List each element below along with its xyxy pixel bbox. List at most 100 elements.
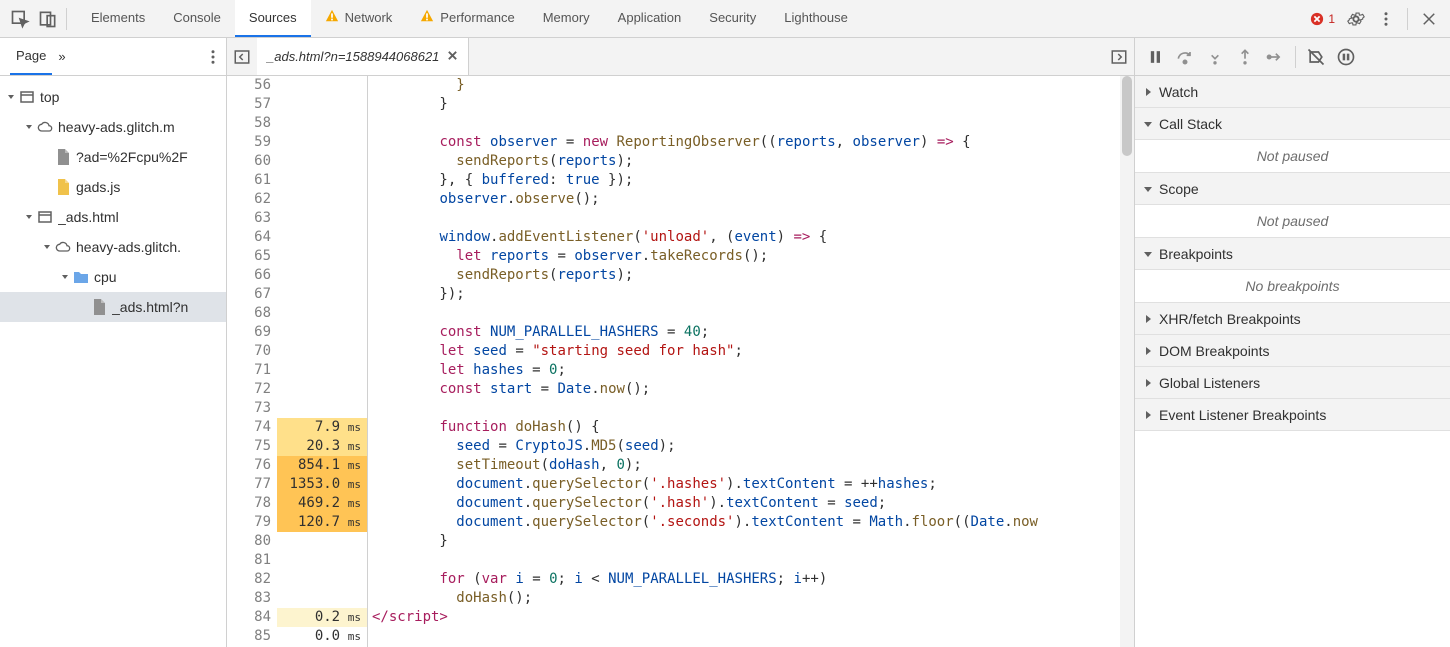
file-tab-name: _ads.html?n=1588944068621 [267, 49, 439, 64]
tab-sources[interactable]: Sources [235, 0, 311, 37]
tab-label: Performance [440, 10, 514, 25]
tree-item[interactable]: top [0, 82, 226, 112]
tree-item[interactable]: cpu [0, 262, 226, 292]
sidebar-kebab-icon[interactable] [204, 48, 222, 66]
tab-label: Lighthouse [784, 10, 848, 25]
pause-on-exceptions-icon[interactable] [1336, 47, 1356, 67]
cloud-icon [36, 119, 54, 135]
tab-label: Elements [91, 10, 145, 25]
cloud-icon [54, 239, 72, 255]
step-over-icon[interactable] [1175, 47, 1195, 67]
close-tab-icon[interactable] [447, 49, 458, 64]
tree-item[interactable]: heavy-ads.glitch.m [0, 112, 226, 142]
deactivate-breakpoints-icon[interactable] [1306, 47, 1326, 67]
file-tree: top heavy-ads.glitch.m ?ad=%2Fcpu%2F gads.j… [0, 76, 226, 328]
section-title: Call Stack [1159, 116, 1222, 132]
section-title: Global Listeners [1159, 375, 1260, 391]
sidebar-overflow-icon[interactable]: » [58, 49, 65, 64]
expand-arrow-icon[interactable] [1143, 311, 1153, 327]
tree-item-label: top [40, 89, 59, 105]
sources-sidebar: Page » top heavy-ads.glitch.m ?ad=%2Fcpu%2… [0, 38, 227, 647]
expand-arrow-icon[interactable] [42, 243, 52, 251]
step-icon[interactable] [1265, 47, 1285, 67]
separator [1407, 8, 1408, 30]
debug-section-global-listeners[interactable]: Global Listeners [1135, 367, 1450, 399]
section-title: Event Listener Breakpoints [1159, 407, 1326, 423]
close-devtools-icon[interactable] [1420, 10, 1438, 28]
tree-item-label: heavy-ads.glitch.m [58, 119, 175, 135]
device-toolbar-icon[interactable] [38, 9, 58, 29]
tab-security[interactable]: Security [695, 0, 770, 37]
scrollbar-thumb[interactable] [1122, 76, 1132, 156]
step-out-icon[interactable] [1235, 47, 1255, 67]
sidebar-tab-page[interactable]: Page [10, 38, 52, 75]
file-tab[interactable]: _ads.html?n=1588944068621 [257, 38, 469, 75]
devtools-tabs: Elements Console Sources Network Performance… [77, 0, 1298, 37]
tree-item-label: _ads.html?n [112, 299, 188, 315]
expand-arrow-icon[interactable] [1143, 116, 1153, 132]
devtools-top-bar: Elements Console Sources Network Performance… [0, 0, 1450, 38]
file-nav-fwd-icon[interactable] [1104, 48, 1134, 66]
separator [1295, 46, 1296, 68]
section-title: Breakpoints [1159, 246, 1233, 262]
expand-arrow-icon[interactable] [1143, 84, 1153, 100]
tree-item-label: _ads.html [58, 209, 119, 225]
tree-item[interactable]: _ads.html?n [0, 292, 226, 322]
tab-lighthouse[interactable]: Lighthouse [770, 0, 862, 37]
expand-arrow-icon[interactable] [1143, 181, 1153, 197]
debug-panel: WatchCall StackNot pausedScopeNot paused… [1135, 38, 1450, 647]
tab-network[interactable]: Network [311, 0, 407, 37]
expand-arrow-icon[interactable] [1143, 407, 1153, 423]
debug-section-call-stack[interactable]: Call Stack [1135, 108, 1450, 140]
file-tabbar: _ads.html?n=1588944068621 [227, 38, 1134, 76]
tree-item[interactable]: gads.js [0, 172, 226, 202]
file-icon [54, 149, 72, 165]
debug-section-event-listener-breakpoints[interactable]: Event Listener Breakpoints [1135, 399, 1450, 431]
debug-section-breakpoints[interactable]: Breakpoints [1135, 238, 1450, 270]
expand-arrow-icon[interactable] [60, 273, 70, 281]
expand-arrow-icon[interactable] [1143, 343, 1153, 359]
expand-arrow-icon[interactable] [24, 123, 34, 131]
inspect-element-icon[interactable] [10, 9, 30, 29]
code-editor[interactable]: 5657585960616263646566676869707172737475… [227, 76, 1134, 647]
file-nav-back-icon[interactable] [227, 48, 257, 66]
folder-icon [72, 270, 90, 284]
editor-column: _ads.html?n=1588944068621 56575859606162… [227, 38, 1135, 647]
error-count-badge[interactable]: 1 [1310, 12, 1335, 26]
tab-label: Security [709, 10, 756, 25]
error-count: 1 [1328, 12, 1335, 26]
expand-arrow-icon[interactable] [1143, 246, 1153, 262]
section-body: Not paused [1135, 140, 1450, 173]
debug-section-xhr-fetch-breakpoints[interactable]: XHR/fetch Breakpoints [1135, 303, 1450, 335]
settings-gear-icon[interactable] [1347, 10, 1365, 28]
tree-item-label: cpu [94, 269, 117, 285]
file-y-icon [54, 179, 72, 195]
expand-arrow-icon[interactable] [24, 213, 34, 221]
section-title: DOM Breakpoints [1159, 343, 1269, 359]
kebab-menu-icon[interactable] [1377, 10, 1395, 28]
tree-item[interactable]: _ads.html [0, 202, 226, 232]
tree-item[interactable]: ?ad=%2Fcpu%2F [0, 142, 226, 172]
expand-arrow-icon[interactable] [6, 93, 16, 101]
tab-application[interactable]: Application [604, 0, 696, 37]
separator [66, 8, 67, 30]
debug-section-scope[interactable]: Scope [1135, 173, 1450, 205]
expand-arrow-icon[interactable] [1143, 375, 1153, 391]
pause-icon[interactable] [1145, 47, 1165, 67]
tree-item-label: ?ad=%2Fcpu%2F [76, 149, 188, 165]
scrollbar-track[interactable] [1120, 76, 1134, 647]
step-into-icon[interactable] [1205, 47, 1225, 67]
tab-memory[interactable]: Memory [529, 0, 604, 37]
tab-console[interactable]: Console [159, 0, 235, 37]
tab-label: Sources [249, 10, 297, 25]
section-title: XHR/fetch Breakpoints [1159, 311, 1301, 327]
frame-icon [36, 209, 54, 225]
frame-icon [18, 89, 36, 105]
section-title: Watch [1159, 84, 1198, 100]
tab-label: Network [345, 10, 393, 25]
tree-item[interactable]: heavy-ads.glitch. [0, 232, 226, 262]
tab-performance[interactable]: Performance [406, 0, 528, 37]
debug-section-watch[interactable]: Watch [1135, 76, 1450, 108]
debug-section-dom-breakpoints[interactable]: DOM Breakpoints [1135, 335, 1450, 367]
tab-elements[interactable]: Elements [77, 0, 159, 37]
